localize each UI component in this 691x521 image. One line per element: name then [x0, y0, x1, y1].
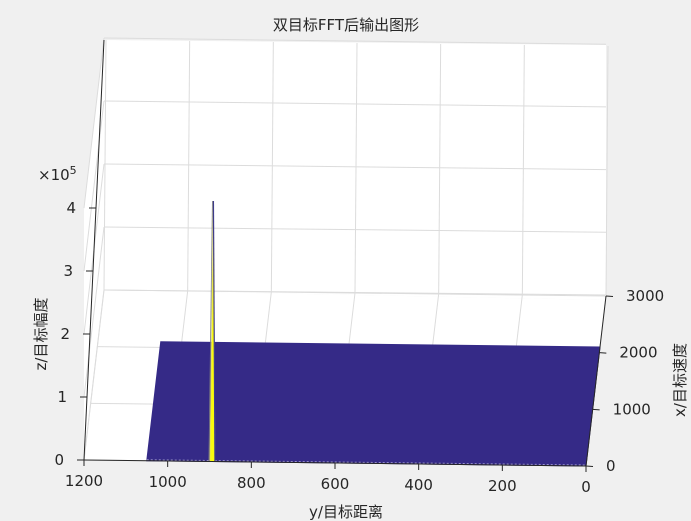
- z-tick-label: 3: [63, 262, 73, 280]
- grid-line: [521, 44, 525, 296]
- x-axis-line: [585, 295, 607, 467]
- y-axis-label: y/目标距离: [309, 503, 383, 521]
- x-axis-label: x/目标速度: [671, 343, 689, 417]
- x-tick-mark: [605, 295, 614, 297]
- grid-line: [438, 43, 442, 295]
- grid-line: [83, 226, 105, 398]
- grid-line: [103, 37, 607, 45]
- grid-line: [270, 41, 274, 293]
- grid-line: [187, 40, 191, 292]
- grid-line: [103, 226, 607, 233]
- grid-line: [354, 42, 358, 294]
- y-tick-label: 1200: [65, 472, 103, 490]
- x-tick-mark: [585, 465, 594, 467]
- z-axis-line: [83, 39, 105, 461]
- x-tick-mark: [599, 352, 607, 354]
- z-tick-label: 2: [60, 325, 70, 343]
- y-tick-label: 600: [321, 475, 350, 493]
- z-axis-label: z/目标幅度: [32, 298, 50, 371]
- y-tick-label: 800: [237, 474, 266, 492]
- x-tick-mark: [592, 408, 600, 411]
- peak-edge: [208, 201, 213, 462]
- grid-line: [103, 39, 107, 291]
- x-tick-label: 1000: [613, 400, 651, 418]
- grid-line: [83, 37, 105, 209]
- x-tick-label: 3000: [626, 287, 664, 305]
- axes: [77, 39, 614, 472]
- z-exponent-base: ×10: [38, 166, 70, 184]
- y-tick-label: 400: [404, 476, 433, 494]
- grid-line: [605, 45, 609, 297]
- x-tick-label: 0: [606, 457, 616, 475]
- z-tick-label: 0: [54, 451, 64, 469]
- grid-line: [83, 289, 105, 461]
- z-tick-label: 4: [66, 199, 76, 217]
- grid-line: [103, 163, 607, 171]
- grid-line: [83, 100, 105, 272]
- y-tick-label: 0: [581, 478, 591, 496]
- y-tick-label: 200: [488, 477, 517, 495]
- surface-front-edge: [146, 459, 587, 466]
- peak-edge: [212, 201, 216, 462]
- grid-line: [103, 100, 607, 108]
- z-exponent-power: 5: [70, 164, 77, 177]
- z-exponent-label: ×105: [38, 164, 77, 184]
- x-tick-label: 2000: [619, 344, 657, 362]
- surface-plot: [146, 201, 601, 467]
- z-tick-label: 1: [57, 388, 67, 406]
- chart-title: 双目标FFT后输出图形: [273, 16, 419, 34]
- y-tick-label: 1000: [149, 473, 187, 491]
